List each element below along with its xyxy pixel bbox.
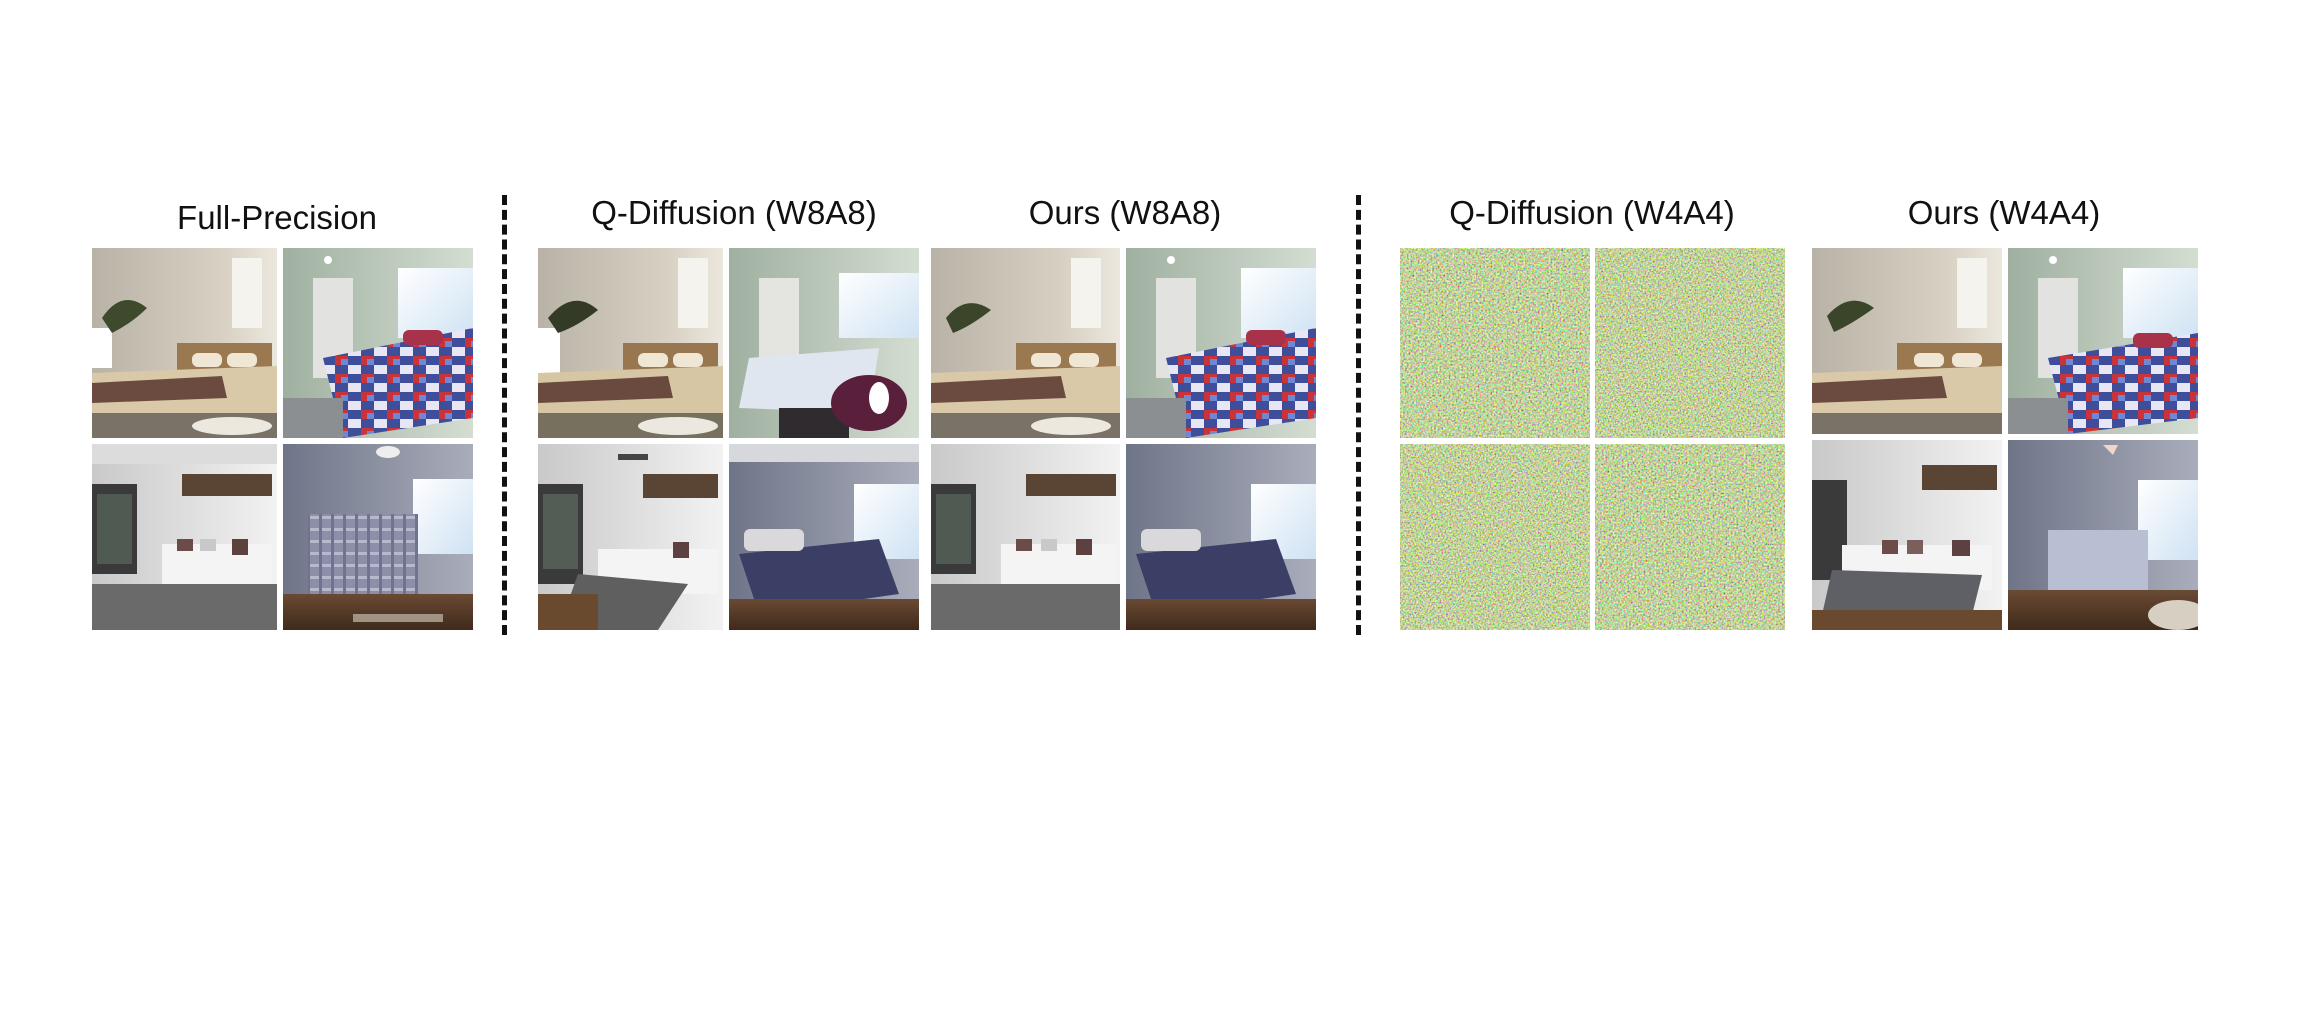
title-ours-w8a8: Ours (W8A8): [1028, 194, 1222, 231]
fp-image-1: [92, 248, 277, 438]
ours4-image-1: [1812, 248, 2002, 434]
ours8-image-1: [931, 248, 1120, 438]
qd8-image-3: [538, 444, 723, 630]
dashed-divider-right: [1356, 195, 1361, 635]
ours4-image-2: [2008, 248, 2198, 434]
qd8-image-4: [729, 444, 919, 630]
ours8-image-3: [931, 444, 1120, 630]
qd4-image-2: [1595, 248, 1785, 438]
title-full-precision: Full-Precision: [177, 199, 377, 236]
qd4-image-3: [1400, 444, 1590, 630]
ours8-image-4: [1126, 444, 1316, 630]
fp-image-2: [283, 248, 473, 438]
ours4-image-3: [1812, 440, 2002, 630]
title-qdiffusion-w4a4: Q-Diffusion (W4A4): [1449, 194, 1735, 231]
title-qdiffusion-w8a8: Q-Diffusion (W8A8): [591, 194, 877, 231]
qd8-image-1: [538, 248, 723, 438]
qd4-image-1: [1400, 248, 1590, 438]
title-ours-w4a4: Ours (W4A4): [1907, 194, 2101, 231]
fp-image-3: [92, 444, 277, 630]
qd4-image-4: [1595, 444, 1785, 630]
dashed-divider-left: [502, 195, 507, 635]
ours8-image-2: [1126, 248, 1316, 438]
qd8-image-2: [729, 248, 919, 438]
fp-image-4: [283, 444, 473, 630]
ours4-image-4: [2008, 440, 2198, 630]
